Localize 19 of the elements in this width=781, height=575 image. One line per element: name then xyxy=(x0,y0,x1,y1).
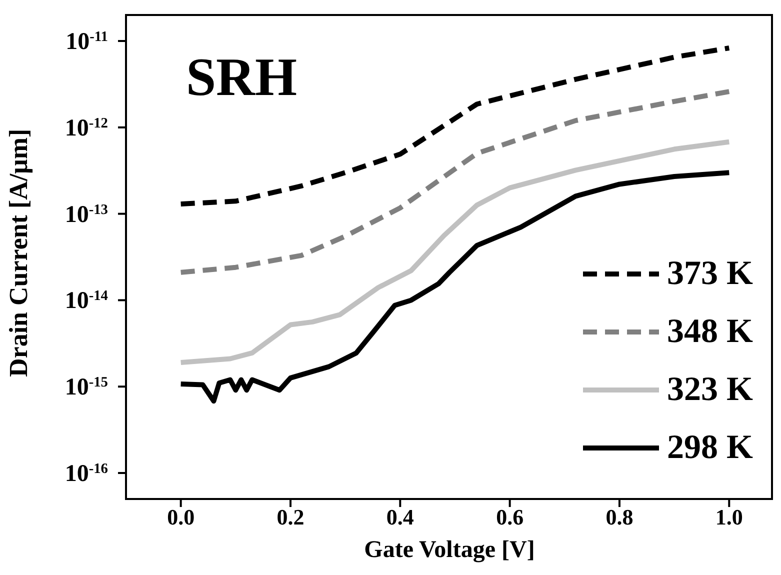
x-tick-label: 0.4 xyxy=(386,504,414,530)
y-tick-label: 10$^{-13}$ xyxy=(64,202,108,228)
y-tick-label: 10$^{-12}$ xyxy=(64,115,108,142)
annotation: SRH xyxy=(186,47,298,107)
x-tick-label: 0.6 xyxy=(496,504,524,530)
y-axis-title: Drain Current [A/μm] xyxy=(4,128,34,377)
x-tick-label: 0.2 xyxy=(276,504,304,530)
y-tick-label: 10$^{-16}$ xyxy=(64,460,108,487)
x-tick-label: 0.0 xyxy=(167,504,195,530)
legend-label: 373 K xyxy=(667,255,753,293)
x-tick-label: 1.0 xyxy=(715,504,743,530)
legend-label: 348 K xyxy=(667,313,753,351)
y-tick-label: 10$^{-14}$ xyxy=(64,288,108,314)
legend-label: 298 K xyxy=(667,429,753,467)
x-tick-label: 0.8 xyxy=(606,504,634,530)
y-tick-label: 10$^{-11}$ xyxy=(66,29,108,56)
legend-label: 323 K xyxy=(667,371,753,409)
x-axis-title: Gate Voltage [V] xyxy=(364,537,535,563)
y-tick-label: 10$^{-15}$ xyxy=(64,374,108,401)
